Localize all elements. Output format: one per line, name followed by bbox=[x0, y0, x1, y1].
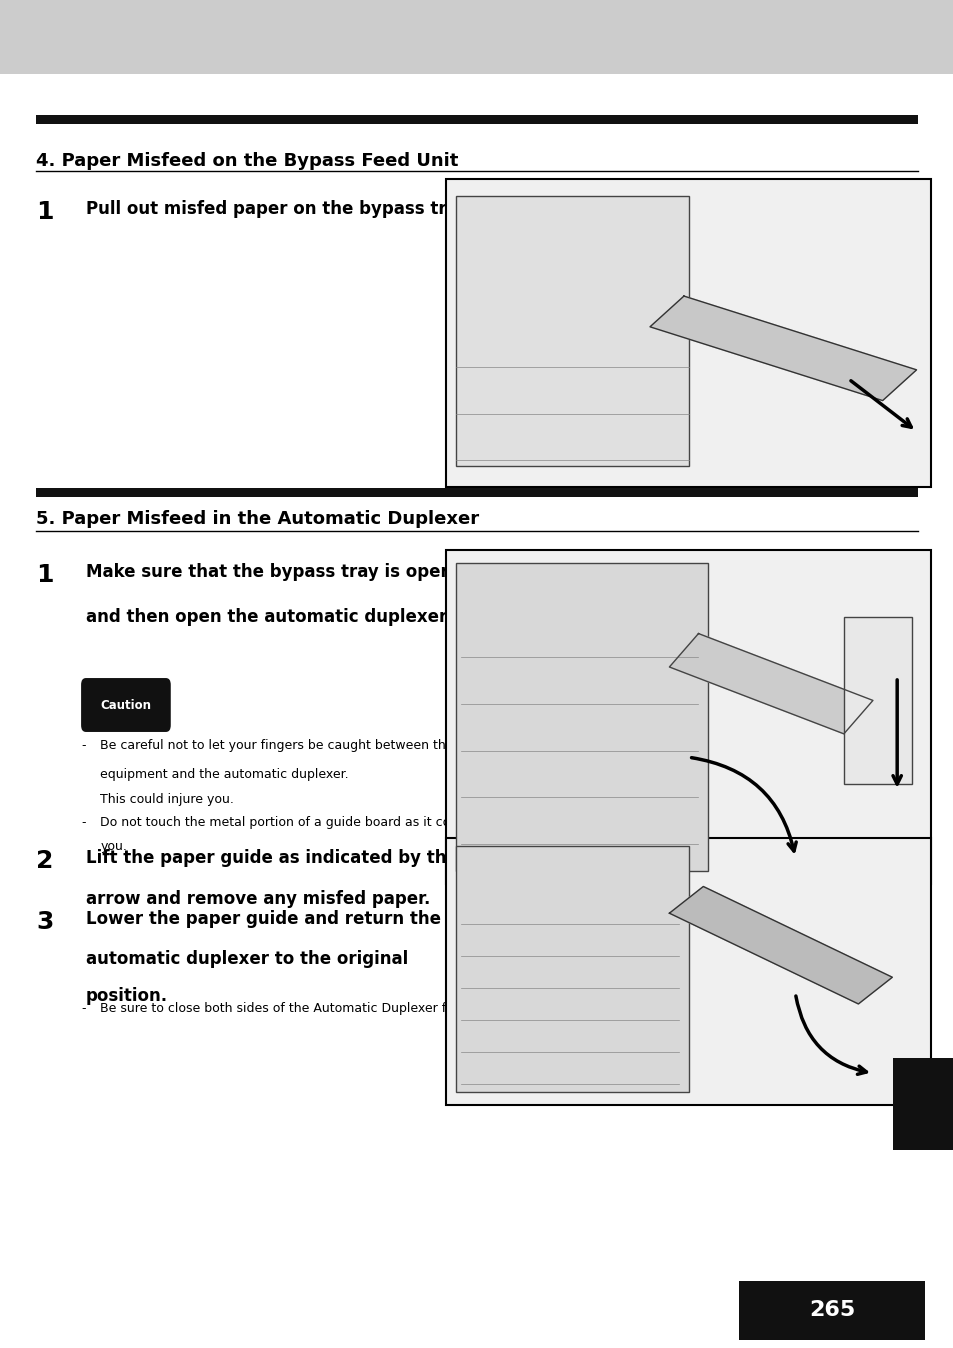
Bar bbox=[446, 179, 930, 487]
Bar bbox=[0, 0, 953, 74]
Text: and then open the automatic duplexer.: and then open the automatic duplexer. bbox=[86, 608, 451, 625]
Polygon shape bbox=[669, 887, 891, 1004]
Text: you.: you. bbox=[100, 840, 127, 853]
Polygon shape bbox=[649, 297, 916, 400]
Bar bbox=[739, 1281, 924, 1340]
Text: Lift the paper guide as indicated by the: Lift the paper guide as indicated by the bbox=[86, 849, 457, 867]
FancyBboxPatch shape bbox=[81, 678, 171, 732]
Bar bbox=[843, 617, 911, 785]
Bar bbox=[456, 847, 688, 1092]
Polygon shape bbox=[669, 634, 872, 733]
Text: Be sure to close both sides of the Automatic Duplexer firmly.: Be sure to close both sides of the Autom… bbox=[100, 1002, 479, 1015]
Text: 265: 265 bbox=[808, 1301, 854, 1320]
Bar bbox=[456, 195, 688, 466]
Text: Be careful not to let your fingers be caught between the: Be careful not to let your fingers be ca… bbox=[100, 739, 454, 752]
Bar bbox=[36, 488, 917, 497]
Bar bbox=[456, 563, 707, 871]
Text: arrow and remove any misfed paper.: arrow and remove any misfed paper. bbox=[86, 890, 430, 907]
Text: 3: 3 bbox=[36, 910, 53, 934]
Text: -: - bbox=[81, 739, 86, 752]
Text: 1: 1 bbox=[36, 563, 53, 588]
Text: 4. Paper Misfeed on the Bypass Feed Unit: 4. Paper Misfeed on the Bypass Feed Unit bbox=[36, 152, 458, 170]
Text: Lower the paper guide and return the: Lower the paper guide and return the bbox=[86, 910, 440, 927]
Text: equipment and the automatic duplexer.: equipment and the automatic duplexer. bbox=[100, 768, 349, 782]
Text: 2: 2 bbox=[36, 849, 53, 874]
Text: 1: 1 bbox=[36, 200, 53, 224]
Text: Make sure that the bypass tray is opened,: Make sure that the bypass tray is opened… bbox=[86, 563, 481, 581]
Text: position.: position. bbox=[86, 987, 168, 1004]
Text: automatic duplexer to the original: automatic duplexer to the original bbox=[86, 950, 408, 968]
Bar bbox=[446, 550, 930, 884]
Text: -: - bbox=[81, 816, 86, 829]
Text: -: - bbox=[81, 1002, 86, 1015]
Text: Pull out misfed paper on the bypass tray.: Pull out misfed paper on the bypass tray… bbox=[86, 200, 473, 217]
Text: Do not touch the metal portion of a guide board as it could burn: Do not touch the metal portion of a guid… bbox=[100, 816, 502, 829]
Text: 5. Paper Misfeed in the Automatic Duplexer: 5. Paper Misfeed in the Automatic Duplex… bbox=[36, 510, 478, 527]
Bar bbox=[892, 1058, 953, 1150]
Bar bbox=[446, 838, 930, 1105]
Text: This could injure you.: This could injure you. bbox=[100, 793, 233, 806]
Bar bbox=[36, 115, 917, 124]
Text: Caution: Caution bbox=[100, 698, 152, 712]
